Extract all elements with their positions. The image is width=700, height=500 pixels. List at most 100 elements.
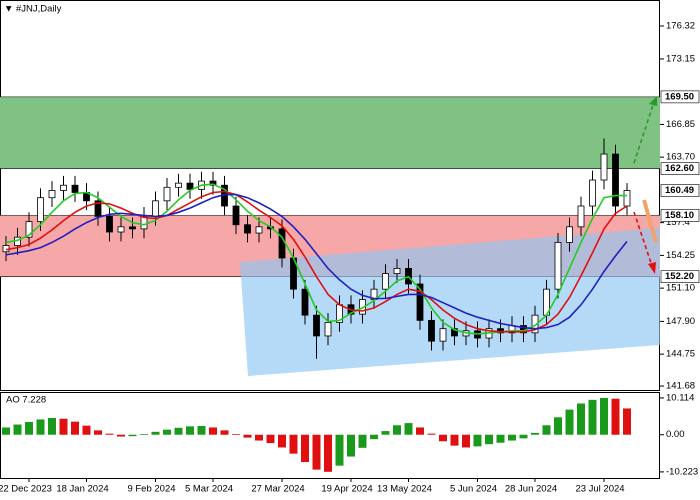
ao-bar (82, 425, 91, 435)
ao-bar (71, 421, 79, 435)
moving-average (5, 193, 628, 330)
candle-body (140, 216, 148, 230)
ao-bar (623, 408, 631, 435)
ao-bar (278, 434, 286, 448)
y-tick-label: 154.25 (666, 250, 695, 261)
ao-bar (186, 426, 194, 435)
ao-tick-label: 0.00 (666, 429, 685, 440)
moving-average (5, 190, 628, 333)
candle-body (531, 314, 539, 334)
ao-bar (611, 398, 620, 435)
arrow-head (648, 262, 656, 274)
level-label: 152.20 (665, 271, 694, 282)
ao-bar (232, 434, 240, 435)
ao-bar (2, 427, 10, 435)
ao-bar (151, 431, 160, 435)
ao-bar (542, 425, 551, 435)
ao-bar (117, 434, 125, 437)
candle-body (439, 328, 447, 342)
moving-average (5, 183, 627, 335)
ao-bar (301, 434, 309, 462)
level-label: 158.10 (665, 210, 694, 221)
ao-pane-border (0, 392, 660, 479)
candle-body (600, 153, 608, 181)
candle-body (324, 322, 332, 337)
ao-bar (531, 432, 539, 435)
ao-tick-label: -10.223 (666, 466, 698, 477)
ao-bar (13, 424, 22, 435)
x-tick-label: 27 Mar 2024 (251, 484, 304, 495)
ao-bar (473, 434, 482, 447)
level-box (660, 184, 700, 197)
ao-bar (128, 434, 137, 437)
price-zone (0, 96, 660, 169)
level-label: 162.60 (665, 163, 694, 174)
y-tick-label: 141.68 (666, 381, 695, 392)
x-tick-label: 28 Jun 2024 (505, 484, 557, 495)
ao-bar (485, 434, 493, 445)
candle-body (428, 319, 435, 342)
price-pane-border (0, 0, 660, 391)
ao-bar (105, 433, 114, 435)
ao-bar (59, 418, 68, 435)
candle-body (301, 288, 309, 316)
level-box (660, 90, 700, 104)
level-label: 169.50 (665, 91, 694, 102)
ao-bar (358, 434, 367, 448)
ao-bar (140, 434, 148, 435)
x-tick-label: 23 Jul 2024 (575, 484, 624, 495)
arrow-head (649, 96, 657, 106)
ao-bar (255, 434, 263, 441)
candle-body (106, 216, 113, 233)
ao-bar (163, 429, 171, 435)
y-tick-label: 163.70 (666, 152, 695, 163)
ao-bar (439, 434, 447, 442)
ao-bar (393, 425, 401, 435)
ao-bar (416, 427, 424, 435)
ao-bar (462, 434, 470, 448)
ao-bar (243, 434, 252, 438)
ao-bar (600, 398, 608, 435)
ao-bar (36, 419, 45, 435)
y-tick-label: 151.10 (666, 283, 695, 294)
candle-body (623, 190, 631, 207)
forecast-arrow-up (633, 101, 655, 164)
y-tick-label: 166.85 (666, 119, 695, 130)
candle-body (232, 205, 240, 226)
y-tick-label: 144.75 (666, 349, 695, 360)
candle-body (129, 226, 136, 230)
x-tick-label: 13 May 2024 (377, 484, 432, 495)
ao-bar (94, 430, 102, 435)
candle-body (451, 328, 458, 337)
ao-bar (335, 434, 344, 466)
level-label: 160.49 (665, 185, 694, 196)
ao-bar (588, 399, 597, 435)
candle-body (37, 197, 44, 223)
x-tick-label: 19 Apr 2024 (321, 484, 372, 495)
candle-body (94, 200, 102, 217)
candle-body (566, 226, 573, 243)
x-tick-label: 5 Mar 2024 (185, 484, 233, 495)
candle-body (163, 186, 171, 202)
candle-body (209, 180, 217, 186)
ao-bar (496, 434, 505, 443)
ao-bar (427, 433, 436, 435)
y-tick-label: 157.4 (666, 217, 690, 228)
ao-bar (450, 434, 459, 446)
ao-bar (174, 427, 183, 435)
forecast-arrow-down (633, 211, 653, 267)
ao-bar (554, 417, 562, 435)
candle-body (255, 226, 263, 234)
ao-bar (347, 434, 355, 457)
level-box (660, 162, 700, 175)
candle-body (186, 182, 194, 190)
y-tick-label: 173.15 (666, 53, 695, 64)
ao-bar (25, 422, 33, 435)
indicator-title: AO 7.228 (6, 395, 46, 406)
candle-body (60, 184, 67, 191)
level-box (660, 270, 700, 284)
ao-bar (381, 431, 390, 435)
ao-bar (577, 403, 585, 435)
candle-body (25, 221, 33, 238)
x-tick-label: 5 Jun 2024 (450, 484, 497, 495)
